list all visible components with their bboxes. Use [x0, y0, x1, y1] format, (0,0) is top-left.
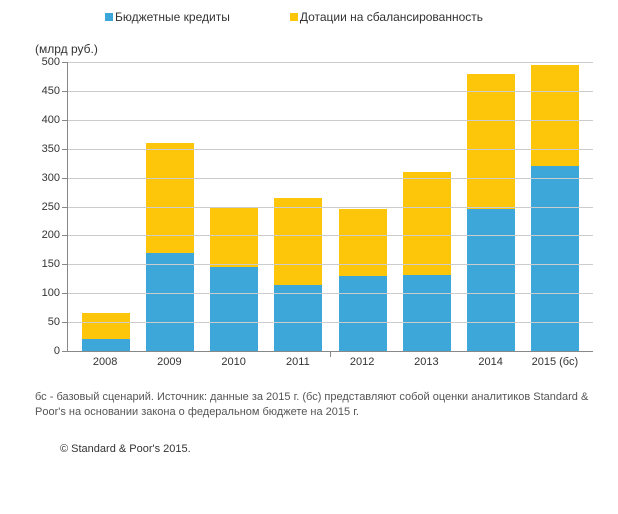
copyright-text: © Standard & Poor's 2015. — [60, 443, 603, 455]
y-tick-label: 50 — [48, 316, 60, 328]
plot-area: 050100150200250300350400450500 — [67, 62, 593, 352]
y-tick-label: 250 — [42, 201, 60, 213]
grid-line — [68, 264, 593, 265]
x-axis-label: 2013 — [394, 352, 458, 372]
x-tick — [330, 352, 331, 357]
grid-line — [68, 91, 593, 92]
footnote-text: бс - базовый сценарий. Источник: данные … — [35, 390, 593, 421]
x-axis-label: 2009 — [137, 352, 201, 372]
grid-line — [68, 293, 593, 294]
y-tick — [62, 178, 68, 179]
bar-segment-dotations — [339, 209, 387, 275]
chart-legend: Бюджетные кредиты Дотации на сбалансиров… — [105, 10, 603, 24]
bar-segment-dotations — [274, 198, 322, 285]
legend-swatch-2 — [290, 13, 298, 21]
bar-segment-credits — [339, 276, 387, 351]
bar-segment-credits — [82, 339, 130, 351]
y-tick — [62, 235, 68, 236]
y-tick-label: 200 — [42, 229, 60, 241]
x-axis-label: 2010 — [202, 352, 266, 372]
y-tick-label: 300 — [42, 172, 60, 184]
legend-label-2: Дотации на сбалансированность — [300, 10, 483, 24]
bar-segment-credits — [146, 253, 194, 351]
legend-swatch-1 — [105, 13, 113, 21]
y-tick-label: 500 — [42, 56, 60, 68]
x-axis-labels: 20082009201020112012201320142015 (бс) — [67, 352, 593, 372]
bar-segment-credits — [403, 275, 451, 351]
y-tick — [62, 293, 68, 294]
y-tick-label: 450 — [42, 85, 60, 97]
legend-item-2: Дотации на сбалансированность — [290, 10, 483, 24]
y-tick — [62, 149, 68, 150]
grid-line — [68, 207, 593, 208]
y-tick-label: 350 — [42, 143, 60, 155]
x-axis-label: 2008 — [73, 352, 137, 372]
grid-line — [68, 235, 593, 236]
grid-line — [68, 62, 593, 63]
y-tick — [62, 264, 68, 265]
y-tick — [62, 120, 68, 121]
grid-line — [68, 178, 593, 179]
x-axis-label: 2011 — [266, 352, 330, 372]
bar-segment-dotations — [467, 74, 515, 210]
grid-line — [68, 149, 593, 150]
bar-segment-credits — [531, 166, 579, 351]
y-tick-label: 100 — [42, 287, 60, 299]
grid-line — [68, 322, 593, 323]
bar-segment-dotations — [210, 207, 258, 268]
x-axis-label: 2015 (бс) — [523, 352, 587, 372]
y-tick — [62, 91, 68, 92]
y-tick-label: 150 — [42, 258, 60, 270]
bar-segment-dotations — [531, 65, 579, 166]
chart-area: 050100150200250300350400450500 200820092… — [35, 62, 593, 372]
y-tick — [62, 322, 68, 323]
y-axis-label: (млрд руб.) — [35, 42, 603, 56]
bar-segment-dotations — [403, 172, 451, 275]
y-tick-label: 0 — [54, 345, 60, 357]
legend-label-1: Бюджетные кредиты — [115, 10, 230, 24]
legend-item-1: Бюджетные кредиты — [105, 10, 230, 24]
bar-segment-dotations — [82, 313, 130, 339]
y-tick — [62, 207, 68, 208]
bar-segment-credits — [274, 285, 322, 351]
bar-segment-credits — [210, 267, 258, 351]
x-axis-label: 2012 — [330, 352, 394, 372]
y-tick-label: 400 — [42, 114, 60, 126]
bar-segment-credits — [467, 209, 515, 351]
y-tick — [62, 62, 68, 63]
x-axis-label: 2014 — [459, 352, 523, 372]
grid-line — [68, 120, 593, 121]
